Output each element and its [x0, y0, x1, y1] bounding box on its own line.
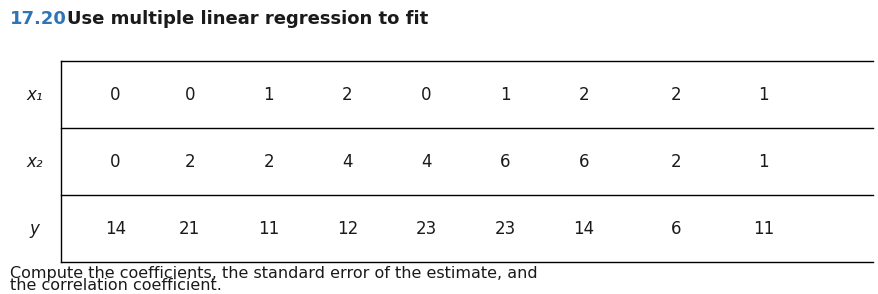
Text: 2: 2 — [342, 86, 352, 103]
Text: 21: 21 — [179, 220, 200, 238]
Text: Compute the coefficients, the standard error of the estimate, and: Compute the coefficients, the standard e… — [11, 266, 537, 281]
Text: 0: 0 — [184, 86, 195, 103]
Text: 23: 23 — [415, 220, 436, 238]
Text: 2: 2 — [263, 153, 274, 171]
Text: Use multiple linear regression to fit: Use multiple linear regression to fit — [67, 10, 428, 28]
Text: 1: 1 — [500, 86, 510, 103]
Text: 11: 11 — [752, 220, 774, 238]
Text: 6: 6 — [500, 153, 510, 171]
Text: 2: 2 — [670, 86, 680, 103]
Text: 1: 1 — [263, 86, 274, 103]
Text: 2: 2 — [578, 86, 589, 103]
Text: x₂: x₂ — [26, 153, 43, 171]
Text: 0: 0 — [110, 153, 120, 171]
Text: 1: 1 — [758, 153, 768, 171]
Text: 11: 11 — [258, 220, 279, 238]
Text: 14: 14 — [572, 220, 594, 238]
Text: 14: 14 — [104, 220, 126, 238]
Text: 4: 4 — [421, 153, 431, 171]
Text: y: y — [30, 220, 40, 238]
Text: 0: 0 — [421, 86, 431, 103]
Text: 1: 1 — [758, 86, 768, 103]
Text: 6: 6 — [670, 220, 680, 238]
Text: 6: 6 — [579, 153, 588, 171]
Text: 12: 12 — [336, 220, 357, 238]
Text: 17.20: 17.20 — [11, 10, 67, 28]
Text: 0: 0 — [110, 86, 120, 103]
Text: 4: 4 — [342, 153, 352, 171]
Text: 2: 2 — [670, 153, 680, 171]
Text: 2: 2 — [184, 153, 195, 171]
Text: 23: 23 — [494, 220, 515, 238]
Text: x₁: x₁ — [26, 86, 43, 103]
Text: the correlation coefficient.: the correlation coefficient. — [11, 278, 222, 293]
